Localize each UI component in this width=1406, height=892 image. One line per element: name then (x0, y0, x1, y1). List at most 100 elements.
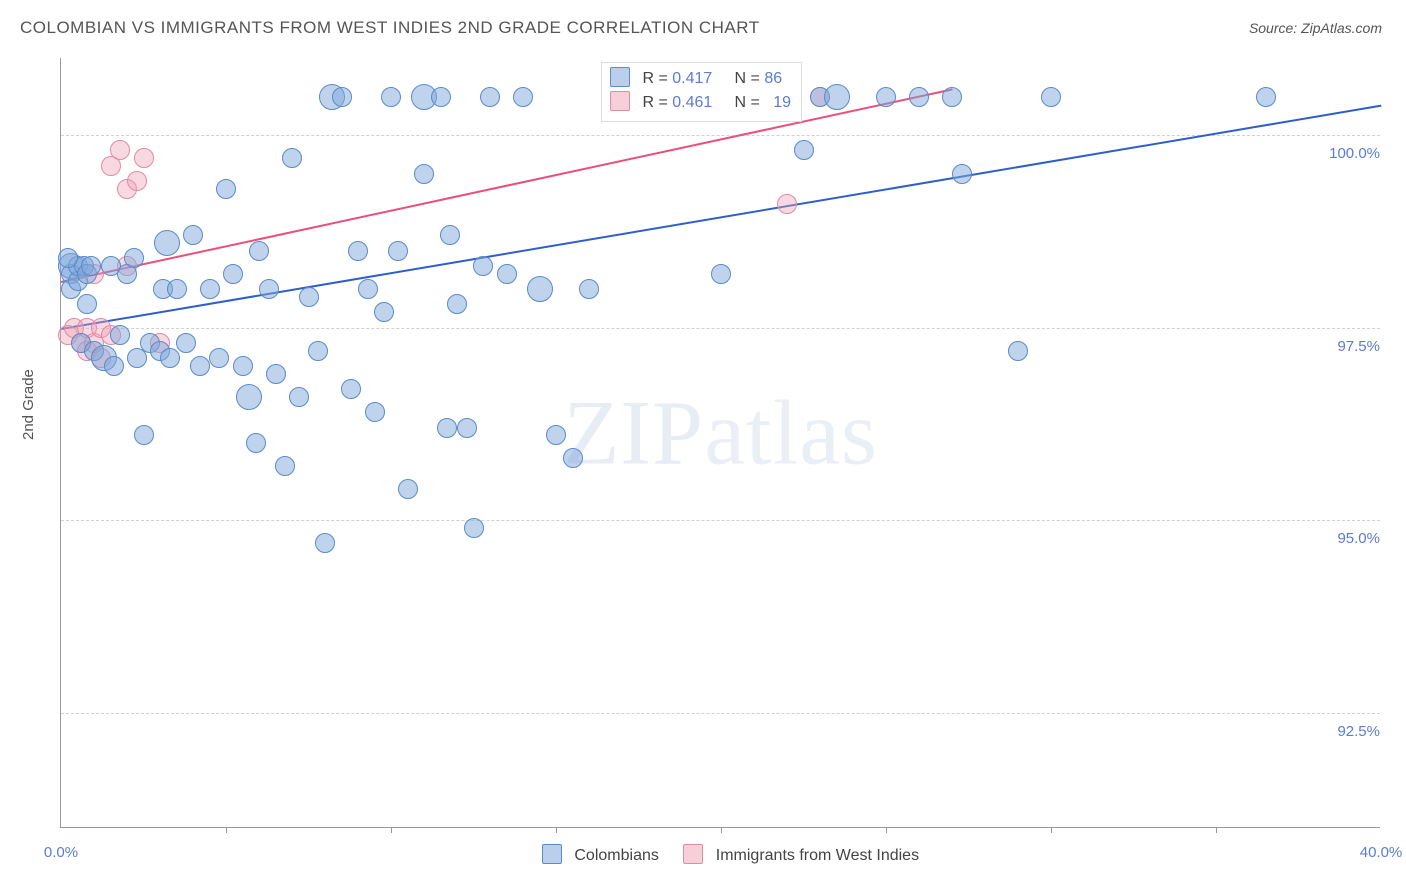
y-axis-label: 2nd Grade (20, 369, 37, 440)
scatter-point-colombians (437, 418, 457, 438)
scatter-point-colombians (431, 87, 451, 107)
legend-swatch-pink (610, 91, 630, 111)
scatter-point-colombians (374, 302, 394, 322)
scatter-point-colombians (348, 241, 368, 261)
scatter-point-colombians (289, 387, 309, 407)
scatter-point-colombians (381, 87, 401, 107)
legend-n-label: N = (735, 70, 760, 87)
scatter-point-west-indies (127, 171, 147, 191)
x-minor-tick (721, 827, 722, 833)
scatter-point-colombians (513, 87, 533, 107)
scatter-point-colombians (711, 264, 731, 284)
scatter-point-colombians (200, 279, 220, 299)
scatter-point-colombians (909, 87, 929, 107)
legend-r-value-west-indies: 0.461 (672, 94, 712, 111)
scatter-point-colombians (332, 87, 352, 107)
legend-r-label: R = (642, 70, 667, 87)
scatter-point-colombians (480, 87, 500, 107)
legend-swatch-blue (610, 67, 630, 87)
scatter-point-colombians (546, 425, 566, 445)
legend-n-value-west-indies: 19 (773, 94, 791, 111)
scatter-point-colombians (266, 364, 286, 384)
legend-label-colombians: Colombians (574, 847, 658, 864)
x-minor-tick (391, 827, 392, 833)
scatter-point-colombians (190, 356, 210, 376)
scatter-point-colombians (236, 384, 262, 410)
gridline-h (61, 520, 1380, 521)
scatter-point-colombians (110, 325, 130, 345)
scatter-point-colombians (209, 348, 229, 368)
scatter-point-colombians (497, 264, 517, 284)
scatter-point-west-indies (134, 148, 154, 168)
legend-r-value-colombians: 0.417 (672, 70, 712, 87)
scatter-point-colombians (183, 225, 203, 245)
legend-n-label: N = (735, 94, 760, 111)
scatter-point-colombians (1008, 341, 1028, 361)
scatter-point-colombians (388, 241, 408, 261)
scatter-point-colombians (77, 294, 97, 314)
scatter-point-colombians (1256, 87, 1276, 107)
scatter-point-colombians (176, 333, 196, 353)
chart-title: COLOMBIAN VS IMMIGRANTS FROM WEST INDIES… (20, 18, 760, 38)
legend-stats-row-colombians: R = 0.417 N = 86 (610, 67, 791, 91)
legend-swatch-pink (683, 844, 703, 864)
scatter-point-colombians (365, 402, 385, 422)
scatter-point-colombians (952, 164, 972, 184)
scatter-point-colombians (457, 418, 477, 438)
scatter-point-colombians (464, 518, 484, 538)
gridline-h (61, 135, 1380, 136)
source-citation: Source: ZipAtlas.com (1249, 20, 1382, 36)
scatter-point-colombians (308, 341, 328, 361)
scatter-point-colombians (233, 356, 253, 376)
x-minor-tick (226, 827, 227, 833)
scatter-point-colombians (824, 84, 850, 110)
legend-swatch-blue (542, 844, 562, 864)
gridline-h (61, 713, 1380, 714)
scatter-point-colombians (341, 379, 361, 399)
legend-label-west-indies: Immigrants from West Indies (716, 847, 919, 864)
scatter-point-colombians (440, 225, 460, 245)
scatter-point-colombians (216, 179, 236, 199)
scatter-point-colombians (134, 425, 154, 445)
scatter-point-colombians (447, 294, 467, 314)
y-tick-label: 97.5% (1335, 338, 1382, 355)
scatter-point-colombians (275, 456, 295, 476)
scatter-point-colombians (124, 248, 144, 268)
scatter-chart: 2nd Grade 92.5%95.0%97.5%100.0%0.0%40.0%… (20, 50, 1390, 880)
scatter-point-colombians (563, 448, 583, 468)
scatter-point-colombians (579, 279, 599, 299)
scatter-point-colombians (473, 256, 493, 276)
legend-stats-box: R = 0.417 N = 86 R = 0.461 N = 19 (601, 62, 802, 122)
scatter-point-colombians (299, 287, 319, 307)
x-minor-tick (1051, 827, 1052, 833)
y-tick-label: 100.0% (1327, 145, 1382, 162)
scatter-point-colombians (154, 230, 180, 256)
scatter-point-colombians (1041, 87, 1061, 107)
scatter-point-colombians (58, 248, 78, 268)
plot-area: 92.5%95.0%97.5%100.0%0.0%40.0% ZIPatlas … (60, 58, 1380, 828)
scatter-point-colombians (527, 276, 553, 302)
y-tick-label: 95.0% (1335, 530, 1382, 547)
legend-r-label: R = (642, 94, 667, 111)
y-tick-label: 92.5% (1335, 723, 1382, 740)
scatter-point-colombians (246, 433, 266, 453)
scatter-point-colombians (414, 164, 434, 184)
source-label: Source: (1249, 20, 1301, 36)
x-minor-tick (1216, 827, 1217, 833)
scatter-point-colombians (282, 148, 302, 168)
scatter-point-colombians (223, 264, 243, 284)
scatter-point-west-indies (110, 140, 130, 160)
scatter-point-colombians (81, 256, 101, 276)
scatter-point-colombians (358, 279, 378, 299)
gridline-h (61, 328, 1380, 329)
scatter-point-colombians (104, 356, 124, 376)
legend-stats-row-west-indies: R = 0.461 N = 19 (610, 91, 791, 115)
source-value: ZipAtlas.com (1301, 20, 1382, 36)
legend-n-value-colombians: 86 (764, 70, 782, 87)
scatter-point-colombians (249, 241, 269, 261)
x-minor-tick (556, 827, 557, 833)
scatter-point-colombians (794, 140, 814, 160)
scatter-point-colombians (259, 279, 279, 299)
scatter-point-west-indies (777, 194, 797, 214)
x-minor-tick (886, 827, 887, 833)
